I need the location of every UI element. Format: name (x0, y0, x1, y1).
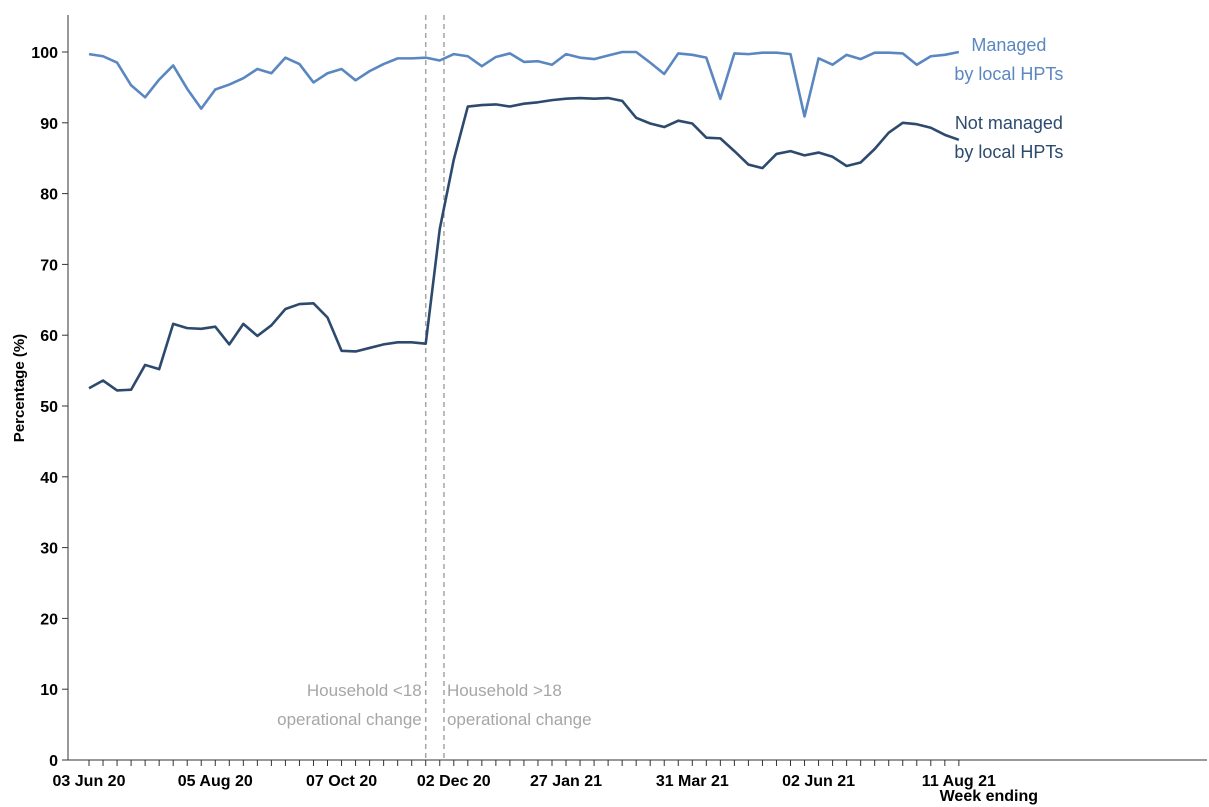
x-tick-label: 31 Mar 21 (656, 773, 729, 790)
x-tick-label: 03 Jun 20 (53, 773, 126, 790)
annotation: Household <18 operational change (277, 681, 422, 729)
x-tick-label: 27 Jan 21 (530, 773, 602, 790)
x-tick-label: 02 Dec 20 (417, 773, 491, 790)
x-tick-label: 05 Aug 20 (178, 773, 253, 790)
y-tick-label: 30 (40, 541, 58, 558)
x-tick-label: 07 Oct 20 (306, 773, 377, 790)
y-axis-title: Percentage (%) (11, 334, 28, 442)
y-tick-label: 50 (40, 399, 58, 416)
y-tick-label: 90 (40, 116, 58, 133)
series-label: Managed by local HPTs (954, 35, 1064, 84)
x-tick-label: 11 Aug 21 (922, 773, 996, 790)
x-tick-label: 02 Jun 21 (782, 773, 855, 790)
y-tick-label: 100 (31, 45, 58, 62)
y-tick-label: 60 (40, 328, 58, 345)
series-line (88, 50, 960, 118)
y-tick-label: 40 (40, 470, 58, 487)
y-tick-label: 10 (40, 682, 58, 699)
annotation: Household >18 operational change (446, 681, 592, 729)
series-line (88, 96, 960, 392)
y-tick-label: 70 (40, 257, 58, 274)
x-axis-title: Week ending (940, 788, 1038, 805)
y-tick-label: 20 (40, 611, 58, 628)
y-tick-label: 0 (49, 753, 58, 770)
y-tick-label: 80 (40, 187, 58, 204)
series-label: Not managed by local HPTs (954, 113, 1064, 162)
